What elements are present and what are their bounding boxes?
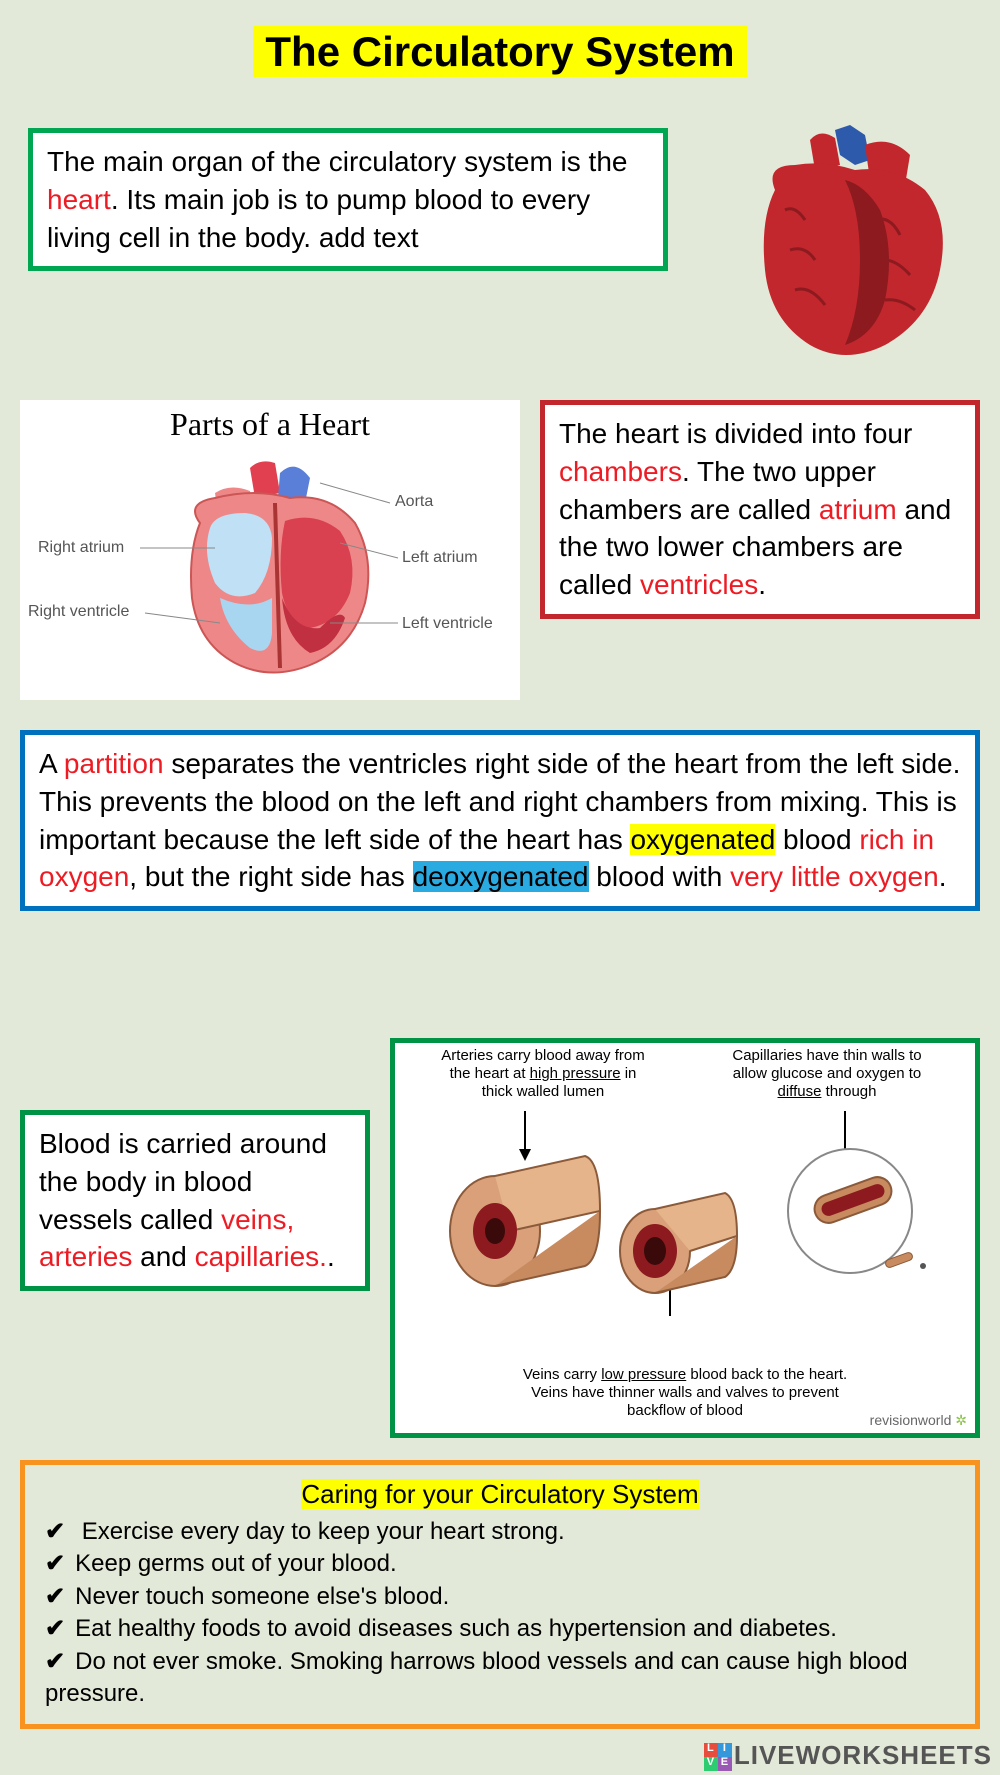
keyword-heart: heart [47,184,111,215]
text: A [39,748,64,779]
arteries-caption: Arteries carry blood away from the heart… [407,1047,680,1101]
diagram-credit: revisionworld ✲ [870,1412,967,1429]
label-left-atrium: Left atrium [402,549,478,567]
heart-illustration [715,110,975,370]
list-item: Do not ever smoke. Smoking harrows blood… [45,1646,955,1711]
caring-box: Caring for your Circulatory System Exerc… [20,1460,980,1729]
parts-heart-diagram: Parts of a Heart Aorta Left atrium Left … [20,400,520,700]
keyword-chambers: chambers [559,456,682,487]
highlight-deoxygenated: deoxygenated [413,861,589,892]
caring-list: Exercise every day to keep your heart st… [45,1516,955,1710]
keyword-partition: partition [64,748,164,779]
highlight-oxygenated: oxygenated [630,824,775,855]
list-item: Never touch someone else's blood. [45,1581,955,1613]
text: The main organ of the circulatory system… [47,146,627,177]
text: . [939,861,947,892]
text: . Its main job is to pump blood to every… [47,184,590,253]
keyword-little: very little oxygen [730,861,939,892]
text: . [758,569,766,600]
caring-title: Caring for your Circulatory System [45,1479,955,1510]
vessels-text-box: Blood is carried around the body in bloo… [20,1110,370,1291]
label-right-ventricle: Right ventricle [28,603,129,621]
watermark-text: LIVEWORKSHEETS [734,1740,992,1770]
text: , but the right side has [129,861,412,892]
label-left-ventricle: Left ventricle [402,615,493,633]
text: and [132,1241,194,1272]
list-item: Exercise every day to keep your heart st… [45,1516,955,1548]
text: . [327,1241,335,1272]
partition-box: A partition separates the ventricles rig… [20,730,980,911]
label-right-atrium: Right atrium [38,539,124,557]
keyword-ventricles: ventricles [640,569,758,600]
text: blood with [589,861,731,892]
chambers-box: The heart is divided into four chambers.… [540,400,980,619]
parts-title: Parts of a Heart [20,400,520,443]
title-text: The Circulatory System [253,26,746,77]
list-item: Keep germs out of your blood. [45,1548,955,1580]
watermark: LIVE LIVEWORKSHEETS [704,1740,992,1771]
watermark-logo-icon: LIVE [704,1743,732,1771]
intro-box: The main organ of the circulatory system… [28,128,668,271]
keyword-atrium: atrium [819,494,897,525]
page-title: The Circulatory System [0,0,1000,76]
text: blood [775,824,859,855]
text: The heart is divided into four [559,418,912,449]
list-item: Eat healthy foods to avoid diseases such… [45,1613,955,1645]
capillaries-caption: Capillaries have thin walls to allow glu… [691,1047,964,1101]
label-aorta: Aorta [395,493,433,511]
vessels-diagram: Arteries carry blood away from the heart… [390,1038,980,1438]
keyword-capillaries: capillaries. [195,1241,327,1272]
